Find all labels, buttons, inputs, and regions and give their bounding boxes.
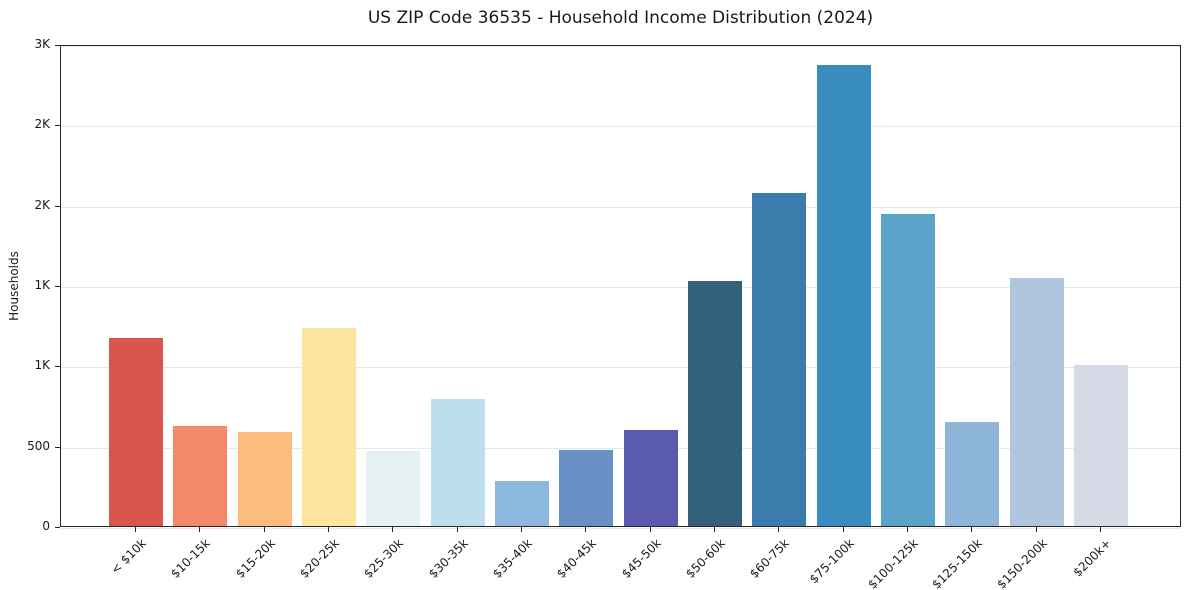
x-tick-mark <box>778 527 780 532</box>
x-tick-label: $15-20k <box>233 536 317 581</box>
y-tick-mark <box>55 45 60 46</box>
x-tick-mark <box>585 527 587 532</box>
bar-30-35k <box>430 399 485 526</box>
gridline <box>61 447 1180 449</box>
gridline <box>61 126 1180 128</box>
gridline <box>61 287 1180 288</box>
y-tick-mark <box>55 205 60 207</box>
bar-10k <box>109 338 163 526</box>
x-tick-mark <box>842 527 844 532</box>
x-tick-mark <box>714 527 715 532</box>
gridline <box>61 367 1180 369</box>
x-tick-label: $200k+ <box>1070 536 1152 580</box>
x-tick-label-text: < $10k <box>108 536 149 577</box>
x-tick-mark <box>328 527 329 532</box>
x-tick-mark <box>263 527 265 532</box>
bar-100-125k <box>881 213 935 526</box>
x-tick-mark <box>649 527 651 532</box>
x-tick-mark <box>1100 527 1101 532</box>
bar-60-75k <box>752 192 807 526</box>
x-tick-mark <box>521 527 522 532</box>
x-tick-mark <box>199 527 201 532</box>
y-tick-mark <box>55 125 60 127</box>
x-tick-label: $45-50k <box>619 536 703 581</box>
x-tick-mark <box>1035 527 1037 532</box>
x-tick-mark <box>907 527 908 532</box>
x-tick-label: $10-15k <box>168 536 252 581</box>
bar-50-60k <box>688 281 742 526</box>
x-tick-mark <box>456 527 458 532</box>
x-tick-label: $20-25k <box>297 536 381 581</box>
chart-title: US ZIP Code 36535 - Household Income Dis… <box>367 8 874 28</box>
x-tick-label: $30-35k <box>426 536 510 581</box>
y-tick-label: 2K <box>34 197 50 212</box>
bar-20-25k <box>302 328 356 526</box>
x-tick-label: $35-40k <box>490 536 574 581</box>
plot-area <box>60 45 1181 529</box>
gridline <box>61 46 1180 47</box>
bar-75-100k <box>816 64 871 526</box>
y-tick-label: 1K <box>34 278 50 292</box>
x-tick-label: < $10k <box>108 536 183 577</box>
y-tick-label: 2K <box>34 117 50 132</box>
bar-10-15k <box>173 426 228 526</box>
x-tick-label: $50-60k <box>683 536 767 581</box>
gridline <box>61 528 1180 529</box>
y-tick-label: 1K <box>34 358 50 373</box>
bar-125-150k <box>945 422 1000 526</box>
bar-15-20k <box>237 432 292 526</box>
y-tick-label: 0 <box>42 519 50 533</box>
y-tick-label: 3K <box>34 37 50 51</box>
x-tick-label: $25-30k <box>361 536 445 581</box>
x-tick-label: $60-75k <box>747 536 831 581</box>
x-tick-mark <box>971 527 973 532</box>
y-tick-mark <box>55 286 60 287</box>
x-tick-mark <box>135 527 136 532</box>
x-tick-label: $75-100k <box>806 536 904 586</box>
bar-40-45k <box>559 449 614 526</box>
bar-150-200k <box>1009 277 1064 526</box>
y-tick-mark <box>55 527 60 528</box>
y-tick-label: 500 <box>27 438 50 453</box>
bar-200k <box>1074 365 1128 526</box>
bar-25-30k <box>366 450 421 526</box>
bar-35-40k <box>495 481 549 526</box>
x-tick-mark <box>392 527 394 532</box>
y-tick-mark <box>55 366 60 368</box>
bar-45-50k <box>623 429 678 526</box>
y-tick-mark <box>55 446 60 448</box>
x-tick-label: $40-45k <box>554 536 638 581</box>
gridline <box>61 206 1180 208</box>
